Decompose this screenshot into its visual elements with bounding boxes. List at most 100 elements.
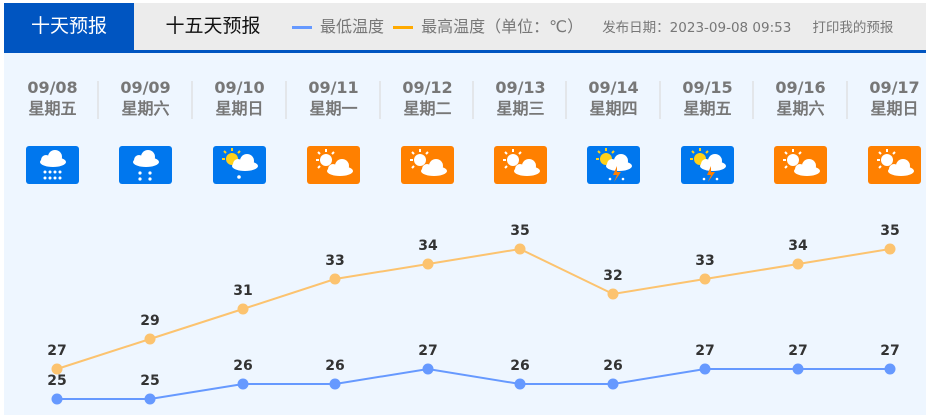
partly-cloudy-icon <box>401 146 454 184</box>
high-temp-point <box>884 243 896 255</box>
column-divider <box>472 81 474 119</box>
day-date: 09/16 <box>775 78 826 97</box>
high-temp-point <box>699 273 711 285</box>
day-date: 09/15 <box>682 78 733 97</box>
low-temp-label: 25 <box>140 373 159 389</box>
low-temp-point <box>607 378 619 390</box>
partly-cloudy-icon <box>868 146 921 184</box>
high-temp-point <box>514 243 526 255</box>
high-temp-point <box>792 258 804 270</box>
high-temp-label: 33 <box>325 253 344 269</box>
day-date: 09/09 <box>120 78 171 97</box>
column-divider <box>285 81 287 119</box>
day-weekday: 星期四 <box>589 99 638 118</box>
column-divider <box>379 81 381 119</box>
high-temp-point <box>329 273 341 285</box>
low-temp-point <box>51 393 63 405</box>
rain-icon <box>26 146 79 184</box>
high-temp-label: 32 <box>603 268 622 284</box>
column-divider <box>659 81 661 119</box>
low-temp-label: 27 <box>880 343 899 359</box>
low-temp-point <box>514 378 526 390</box>
legend-high-swatch <box>393 26 414 29</box>
tab-ten-day[interactable]: 十天预报 <box>4 3 134 50</box>
low-temp-point <box>329 378 341 390</box>
day-weekday: 星期五 <box>683 99 732 118</box>
thunderstorm-icon <box>681 146 734 184</box>
day-date: 09/14 <box>588 78 639 97</box>
day-column: 09/16 星期六 <box>754 78 847 120</box>
low-temp-label: 26 <box>325 358 344 374</box>
legend-low-swatch <box>292 26 312 29</box>
high-temp-label: 35 <box>880 223 899 239</box>
low-temp-label: 25 <box>47 373 66 389</box>
day-column: 09/10 星期日 <box>193 78 286 120</box>
day-date: 09/12 <box>402 78 453 97</box>
legend-high-label: 最高温度（单位：℃） <box>421 17 584 36</box>
day-date: 09/17 <box>869 78 920 97</box>
high-temp-point <box>237 303 249 315</box>
low-temp-point <box>792 363 804 375</box>
legend-low-label: 最低温度 <box>320 17 385 36</box>
day-date: 09/13 <box>495 78 546 97</box>
column-divider <box>846 81 848 119</box>
high-temp-label: 34 <box>788 238 808 254</box>
low-temp-label: 26 <box>603 358 622 374</box>
temperature-chart: 27 29 31 33 34 35 32 33 34 35 25 25 26 26 27 26 26 27 27 27 <box>47 223 900 405</box>
partly-cloudy-icon <box>307 146 360 184</box>
high-temp-label: 29 <box>140 313 159 329</box>
high-temp-line <box>56 247 891 370</box>
day-weekday: 星期三 <box>496 99 545 118</box>
high-temp-point <box>144 333 156 345</box>
partly-cloudy-icon <box>774 146 827 184</box>
day-column: 09/11 星期一 <box>287 78 380 120</box>
low-temp-point <box>144 393 156 405</box>
publish-date: 发布日期：2023-09-08 09:53 <box>602 20 792 36</box>
day-date: 09/08 <box>27 78 78 97</box>
high-temp-label: 27 <box>47 343 66 359</box>
light-rain-icon <box>119 146 172 184</box>
high-temp-label: 31 <box>233 283 252 299</box>
column-divider <box>565 81 567 119</box>
tab-fifteen-day[interactable]: 十五天预报 <box>165 15 261 37</box>
day-weekday: 星期一 <box>309 99 358 118</box>
day-column: 09/12 星期二 <box>381 78 474 120</box>
low-temp-label: 27 <box>695 343 714 359</box>
forecast-panel: 09/08 星期五 09/09 星期六 09/10 星期日 09/11 星期一 09/12 星期二… <box>4 53 926 415</box>
sun-cloud-rain-icon <box>213 146 266 184</box>
thunderstorm-icon <box>587 146 640 184</box>
low-temp-label: 26 <box>510 358 529 374</box>
day-column: 09/17 星期日 <box>848 78 926 120</box>
high-temp-label: 35 <box>510 223 529 239</box>
day-date: 09/11 <box>308 78 359 97</box>
low-temp-point <box>237 378 249 390</box>
column-divider <box>97 81 99 119</box>
low-temp-point <box>699 363 711 375</box>
low-temp-label: 27 <box>788 343 807 359</box>
partly-cloudy-icon <box>494 146 547 184</box>
high-temp-label: 34 <box>418 238 438 254</box>
low-temp-point <box>422 363 434 375</box>
high-temp-label: 33 <box>695 253 714 269</box>
low-temp-label: 26 <box>233 358 252 374</box>
low-temp-label: 27 <box>418 343 437 359</box>
print-forecast-link[interactable]: 打印我的预报 <box>812 20 894 36</box>
day-weekday: 星期六 <box>776 99 825 118</box>
day-weekday: 星期日 <box>870 99 919 118</box>
column-divider <box>752 81 754 119</box>
tab-bar: 十天预报 十五天预报 最低温度 最高温度（单位：℃） 发布日期：2023-09-… <box>4 3 926 53</box>
day-column: 09/15 星期五 <box>661 78 754 120</box>
day-column: 09/08 星期五 <box>6 78 99 120</box>
high-temp-point <box>422 258 434 270</box>
day-weekday: 星期二 <box>403 99 452 118</box>
column-divider <box>191 81 193 119</box>
day-column: 09/13 星期三 <box>474 78 567 120</box>
low-temp-point <box>884 363 896 375</box>
day-column: 09/14 星期四 <box>567 78 660 120</box>
day-weekday: 星期日 <box>215 99 264 118</box>
day-weekday: 星期五 <box>28 99 77 118</box>
low-temp-line <box>57 367 890 400</box>
legend: 最低温度 最高温度（单位：℃） 发布日期：2023-09-08 09:53 打印… <box>292 3 893 50</box>
day-weekday: 星期六 <box>121 99 170 118</box>
high-temp-point <box>51 363 63 375</box>
